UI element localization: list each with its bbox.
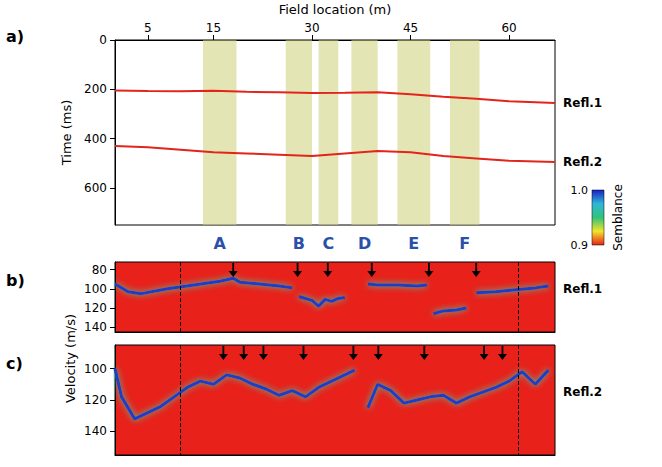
svg-text:45: 45: [403, 21, 418, 35]
svg-text:A: A: [214, 234, 227, 253]
svg-text:Semblance: Semblance: [611, 184, 625, 251]
svg-text:a): a): [6, 27, 24, 46]
svg-text:Refl.2: Refl.2: [563, 155, 602, 169]
svg-text:140: 140: [84, 424, 107, 438]
svg-text:Field location (m): Field location (m): [279, 2, 392, 17]
svg-text:D: D: [358, 234, 371, 253]
svg-text:120: 120: [84, 393, 107, 407]
svg-text:100: 100: [84, 362, 107, 376]
svg-text:b): b): [6, 271, 25, 290]
svg-text:E: E: [408, 234, 419, 253]
svg-text:Refl.2: Refl.2: [563, 385, 602, 399]
svg-text:F: F: [459, 234, 470, 253]
svg-text:600: 600: [84, 181, 107, 195]
svg-text:400: 400: [84, 132, 107, 146]
svg-text:120: 120: [84, 301, 107, 315]
svg-text:0: 0: [99, 33, 107, 47]
svg-text:Refl.1: Refl.1: [563, 96, 602, 110]
svg-text:200: 200: [84, 82, 107, 96]
svg-text:Time (ms): Time (ms): [59, 100, 74, 167]
svg-text:Velocity (m/s): Velocity (m/s): [63, 314, 78, 403]
svg-text:c): c): [6, 354, 23, 373]
svg-text:0.9: 0.9: [571, 239, 589, 252]
svg-text:140: 140: [84, 320, 107, 334]
svg-text:100: 100: [84, 282, 107, 296]
svg-text:B: B: [293, 234, 305, 253]
svg-text:80: 80: [92, 263, 107, 277]
svg-text:15: 15: [206, 21, 221, 35]
svg-text:30: 30: [304, 21, 319, 35]
svg-text:60: 60: [501, 21, 516, 35]
svg-text:1.0: 1.0: [571, 184, 589, 197]
svg-text:C: C: [323, 234, 335, 253]
svg-text:5: 5: [144, 21, 152, 35]
svg-text:Refl.1: Refl.1: [563, 282, 602, 296]
